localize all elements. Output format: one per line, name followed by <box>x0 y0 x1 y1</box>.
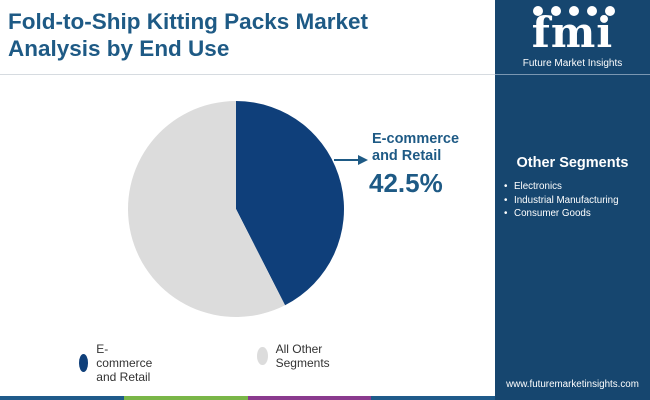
callout-label: E-commerce and Retail <box>372 131 460 164</box>
segment-item-consumer: Consumer Goods <box>503 207 619 221</box>
pie-slice-all-other-segments <box>128 101 286 317</box>
callout-value: 42.5% <box>369 168 443 198</box>
callout-arrow <box>334 155 368 165</box>
logo-icons <box>533 6 615 16</box>
legend-item-ecommerce: E-commerce and Retail <box>79 342 161 384</box>
legend-swatch-ecommerce <box>79 354 89 372</box>
segment-item-electronics: Electronics <box>503 180 619 194</box>
legend-label-other: All Other Segments <box>275 342 330 370</box>
legend-swatch-other <box>257 347 268 365</box>
segment-item-industrial: Industrial Manufacturing <box>503 194 619 208</box>
legend-item-other: All Other Segments <box>257 342 337 370</box>
chart-title-line-1: Fold-to-Ship Kitting Packs Market <box>8 9 369 34</box>
fmi-logo: fmi Future Market Insights <box>495 0 650 74</box>
other-segments-list: Electronics Industrial Manufacturing Con… <box>503 180 619 221</box>
bottom-bar-segment <box>371 396 495 400</box>
pie-slice-e-commerce-and-retail <box>236 101 344 306</box>
logo-name: Future Market Insights <box>522 58 623 69</box>
bottom-bar-segment <box>0 396 124 400</box>
other-segments-title: Other Segments <box>516 155 629 171</box>
bottom-bar-segment <box>123 396 248 400</box>
chart-title: Fold-to-Ship Kitting Packs Market Analys… <box>8 8 478 62</box>
legend-label-ecommerce: E-commerce and Retail <box>96 342 153 384</box>
sidebar-divider <box>495 74 650 75</box>
bottom-bar-segment <box>247 396 372 400</box>
sidebar: fmi Future Market Insights Other Segment… <box>495 0 650 400</box>
chart-title-line-2: Analysis by End Use <box>8 36 230 61</box>
logo-mark: fmi <box>531 8 614 57</box>
website-url: www.futuremarketinsights.com <box>506 379 639 390</box>
pie-chart <box>128 101 368 317</box>
header-divider <box>0 74 495 75</box>
bottom-color-bar <box>0 396 495 400</box>
